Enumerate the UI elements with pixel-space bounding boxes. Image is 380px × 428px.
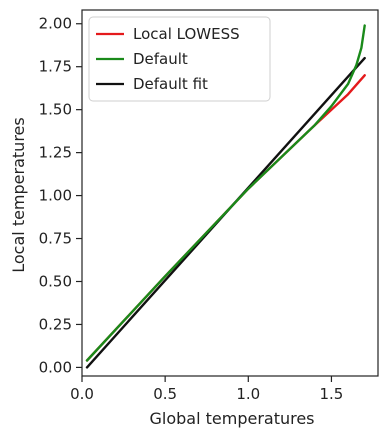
x-axis: 0.0 0.5 1.0 1.5 — [70, 376, 343, 403]
y-tick-label: 1.50 — [39, 101, 72, 119]
legend-label-default: Default — [133, 50, 188, 68]
y-tick-label: 2.00 — [39, 15, 72, 33]
x-tick-label: 1.5 — [320, 385, 344, 403]
y-tick-label: 0.25 — [39, 315, 72, 333]
y-tick-label: 1.00 — [39, 187, 72, 205]
series-line-default — [85, 24, 366, 362]
y-axis-label: Local temperatures — [9, 117, 28, 272]
y-tick-label: 1.25 — [39, 144, 72, 162]
legend-box — [88, 16, 271, 102]
y-tick-label: 0.50 — [39, 272, 72, 290]
y-tick-label: 1.75 — [39, 58, 72, 76]
plot-area — [81, 9, 379, 377]
plot-frame — [81, 9, 379, 377]
x-tick-label: 0.0 — [70, 385, 94, 403]
legend: Local LOWESS Default Default fit — [88, 16, 271, 102]
x-axis-label: Global temperatures — [149, 409, 314, 428]
y-tick-label: 0.75 — [39, 230, 72, 248]
y-axis: 0.00 0.25 0.50 0.75 1.00 1.25 1.50 1.75 2.00 — [39, 15, 82, 376]
series-layer — [85, 24, 366, 369]
legend-label-default-fit: Default fit — [133, 75, 208, 93]
x-tick-label: 1.0 — [236, 385, 260, 403]
legend-label-local-lowess: Local LOWESS — [133, 25, 240, 43]
series-line-local-lowess — [85, 74, 366, 362]
x-tick-label: 0.5 — [153, 385, 177, 403]
y-tick-label: 0.00 — [39, 358, 72, 376]
